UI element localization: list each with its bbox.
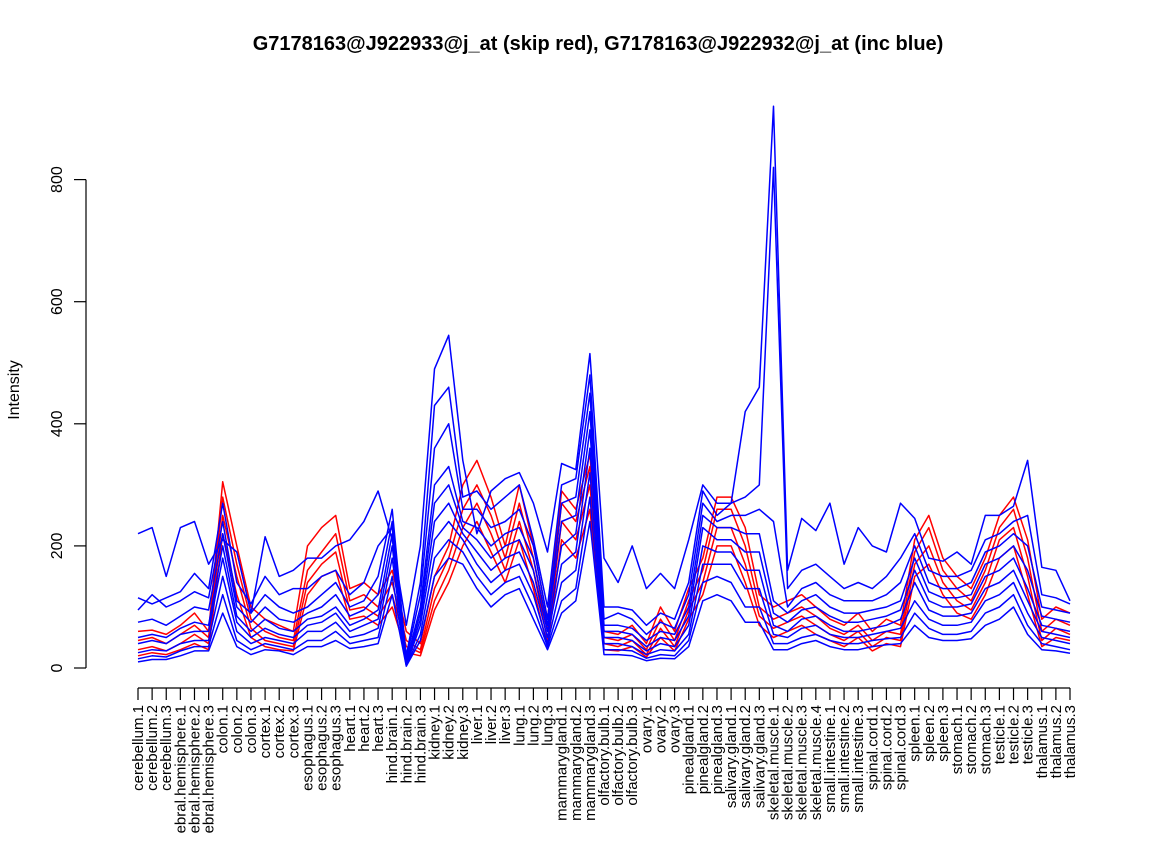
x-tick-label: olfactory.bulb.1 [596, 705, 613, 806]
x-tick-label: cerebellum.2 [144, 705, 161, 791]
x-tick-label: small.intestine.2 [836, 705, 853, 813]
x-tick-label: spleen.1 [907, 705, 924, 762]
x-tick-label: cortex.3 [285, 705, 302, 758]
x-tick-label: esophagus.2 [314, 705, 331, 791]
x-tick-label: ovary.3 [667, 705, 684, 753]
x-tick-label: salivary.gland.3 [751, 705, 768, 808]
y-axis-label: Intensity [6, 360, 23, 420]
x-tick-label: testicle.3 [1020, 705, 1037, 764]
x-tick-label: salivary.gland.1 [723, 705, 740, 808]
y-tick-label: 200 [49, 532, 66, 559]
series-line-13 [137, 520, 1071, 667]
x-tick-label: olfactory.bulb.2 [610, 705, 627, 806]
x-tick-label: hind.brain.2 [398, 705, 415, 783]
x-tick-label: stomach.3 [977, 705, 994, 774]
x-tick-label: cortex.1 [257, 705, 274, 758]
x-tick-label: cerebellum.3 [158, 705, 175, 791]
x-tick-label: spinal.cord.1 [864, 705, 881, 790]
x-tick-label: heart.3 [370, 705, 387, 752]
x-tick-label: mammarygland.1 [554, 705, 571, 821]
x-tick-label: colon.2 [229, 705, 246, 753]
x-tick-label: mammarygland.2 [568, 705, 585, 821]
y-tick-label: 400 [49, 410, 66, 437]
x-tick-label: hind.brain.1 [384, 705, 401, 783]
x-tick-label: liver.3 [497, 705, 514, 744]
x-tick-label: stomach.1 [949, 705, 966, 774]
x-tick-label: heart.1 [342, 705, 359, 752]
x-tick-label: testicle.1 [991, 705, 1008, 764]
x-tick-label: testicle.2 [1006, 705, 1023, 764]
x-tick-label: lung.1 [511, 705, 528, 746]
x-tick-label: colon.1 [215, 705, 232, 753]
x-tick-label: mammarygland.3 [582, 705, 599, 821]
x-tick-label: esophagus.1 [300, 705, 317, 791]
series-line-5 [137, 105, 1071, 627]
x-tick-label: skeletal.muscle.1 [766, 705, 783, 820]
x-tick-label: hind.brain.3 [412, 705, 429, 783]
x-tick-label: thalamus.1 [1034, 705, 1051, 778]
x-tick-label: skeletal.muscle.2 [780, 705, 797, 820]
x-tick-label: stomach.2 [963, 705, 980, 774]
x-tick-label: ovary.2 [653, 705, 670, 753]
x-tick-label: ebral.hemisphere.2 [187, 705, 204, 833]
x-tick-label: kidney.3 [455, 705, 472, 760]
x-tick-label: liver.2 [483, 705, 500, 744]
y-tick-label: 600 [49, 288, 66, 315]
x-tick-label: cerebellum.1 [130, 705, 147, 791]
x-tick-label: spinal.cord.2 [878, 705, 895, 790]
x-tick-label: small.intestine.3 [850, 705, 867, 813]
x-tick-label: colon.3 [243, 705, 260, 753]
x-tick-label: ovary.1 [638, 705, 655, 753]
x-tick-label: salivary.gland.2 [737, 705, 754, 808]
chart-title: G7178163@J922933@j_at (skip red), G71781… [253, 33, 944, 55]
x-tick-label: spleen.3 [935, 705, 952, 762]
x-tick-label: kidney.2 [441, 705, 458, 760]
y-tick-label: 800 [49, 166, 66, 193]
y-tick-label: 0 [49, 663, 66, 672]
x-tick-label: kidney.1 [427, 705, 444, 760]
x-tick-label: pinealgland.1 [681, 705, 698, 794]
x-tick-label: cortex.2 [271, 705, 288, 758]
x-tick-label: olfactory.bulb.3 [624, 705, 641, 806]
x-tick-label: lung.3 [540, 705, 557, 746]
x-tick-label: lung.2 [525, 705, 542, 746]
x-tick-label: spinal.cord.3 [893, 705, 910, 790]
x-tick-label: ebral.hemisphere.1 [172, 705, 189, 833]
x-tick-label: liver.1 [469, 705, 486, 744]
x-tick-label: small.intestine.1 [822, 705, 839, 813]
axes-layer: 0 200 400 600 800 cerebellum.1cerebellum.2cer… [49, 166, 1079, 833]
series-line-6 [137, 166, 1071, 657]
x-tick-label: skeletal.muscle.4 [808, 705, 825, 820]
x-tick-label: thalamus.3 [1062, 705, 1079, 778]
x-tick-label: spleen.2 [921, 705, 938, 762]
x-tick-label: pinealgland.2 [695, 705, 712, 794]
series-layer [137, 105, 1071, 667]
x-tick-label: pinealgland.3 [709, 705, 726, 794]
x-tick-label: thalamus.2 [1048, 705, 1065, 778]
x-tick-label: esophagus.3 [328, 705, 345, 791]
x-tick-label: ebral.hemisphere.3 [201, 705, 218, 833]
x-tick-label: heart.2 [356, 705, 373, 752]
x-tick-label: skeletal.muscle.3 [794, 705, 811, 820]
